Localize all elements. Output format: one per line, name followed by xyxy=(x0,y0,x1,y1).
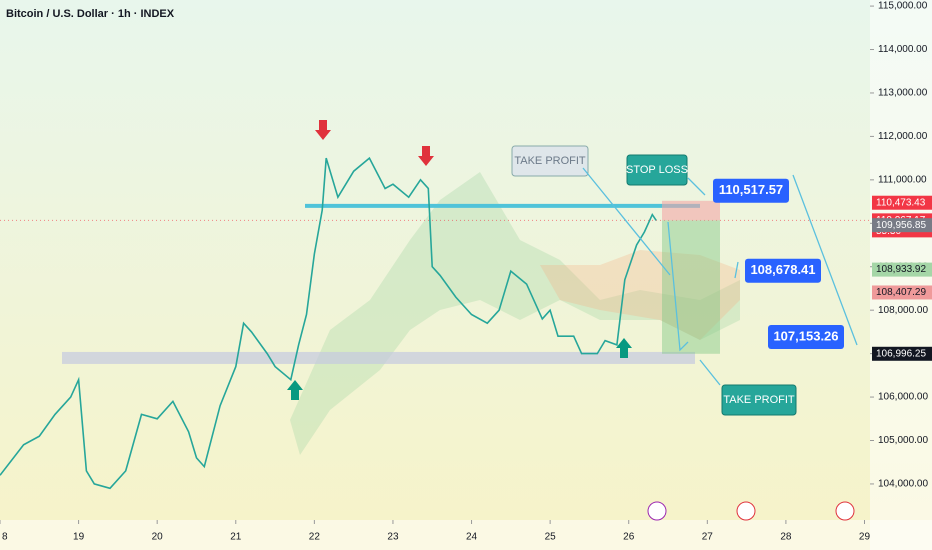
x-tick-label: 23 xyxy=(387,532,399,543)
price-label: 108,407.29 xyxy=(876,287,926,298)
price-label-bg xyxy=(872,285,932,300)
stop-zone xyxy=(662,200,720,221)
price-label: 106,996.25 xyxy=(876,348,926,359)
y-tick-label: 108,000.00 xyxy=(878,305,928,316)
callout-label: 107,153.26 xyxy=(773,328,838,343)
y-tick-label: 112,000.00 xyxy=(878,131,928,142)
y-tick-label: 105,000.00 xyxy=(878,435,928,446)
x-tick-label: 22 xyxy=(309,532,321,543)
x-tick-label: 24 xyxy=(466,532,478,543)
time-axis xyxy=(0,520,932,550)
down-arrow xyxy=(418,146,434,166)
event-icon xyxy=(736,501,756,521)
y-tick-label: 111,000.00 xyxy=(878,174,927,185)
annotation-line xyxy=(582,167,858,386)
up-arrow xyxy=(616,338,632,358)
cloud xyxy=(540,250,740,340)
y-tick-label: 104,000.00 xyxy=(878,479,928,490)
price-label: 110,473.43 xyxy=(876,197,926,208)
x-tick-label: 25 xyxy=(545,532,557,543)
price-label-bg xyxy=(872,262,932,277)
callout-label: 108,678.41 xyxy=(750,262,815,277)
note-box xyxy=(626,154,688,186)
x-tick-label: 29 xyxy=(859,532,871,543)
chart-title: Bitcoin / U.S. Dollar · 1h · INDEX xyxy=(6,8,175,20)
y-tick-label: 113,000.00 xyxy=(878,88,928,99)
price-label-bg xyxy=(872,346,932,361)
note-label: TAKE PROFIT xyxy=(723,394,795,406)
down-arrow xyxy=(315,120,331,140)
support-zone xyxy=(62,351,695,364)
callout-box xyxy=(713,178,789,203)
price-label: 108,933.92 xyxy=(876,264,926,275)
note-box xyxy=(721,384,797,416)
x-tick-label: 8 xyxy=(2,532,8,543)
price-label: 109,956.85 xyxy=(876,220,926,231)
y-tick-label: 114,000.00 xyxy=(878,44,928,55)
event-icon xyxy=(835,501,855,521)
target-zone xyxy=(662,220,720,354)
x-tick-label: 19 xyxy=(73,532,85,543)
x-tick-label: 27 xyxy=(702,532,714,543)
x-tick-label: 21 xyxy=(230,532,242,543)
callout-box xyxy=(768,324,844,349)
y-tick-label: 115,000.00 xyxy=(878,1,928,12)
x-tick-label: 26 xyxy=(623,532,635,543)
cloud xyxy=(290,172,740,455)
y-tick-label: 106,000.00 xyxy=(878,392,928,403)
up-arrow xyxy=(287,380,303,400)
x-tick-label: 28 xyxy=(780,532,792,543)
callout-box xyxy=(745,258,821,283)
note-box xyxy=(511,145,589,177)
callout-label: 110,517.57 xyxy=(719,182,783,197)
event-icon xyxy=(647,501,667,521)
price-label-bg xyxy=(872,218,932,233)
note-label: STOP LOSS xyxy=(626,164,688,176)
note-label: TAKE PROFIT xyxy=(514,155,586,167)
x-tick-label: 20 xyxy=(152,532,164,543)
price-line-series xyxy=(0,156,657,490)
price-label-bg xyxy=(872,195,932,210)
